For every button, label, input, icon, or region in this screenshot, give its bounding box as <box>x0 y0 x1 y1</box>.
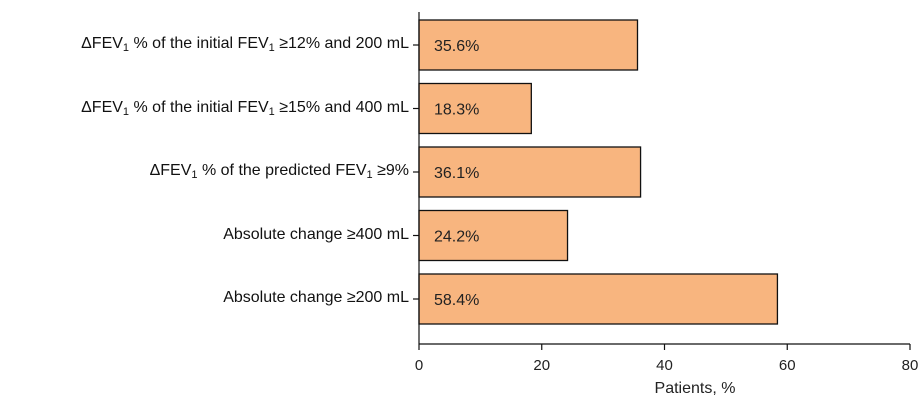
subscript: 1 <box>191 169 198 181</box>
subscript: 1 <box>122 42 130 54</box>
label-text: Absolute change ≥200 mL <box>223 289 409 306</box>
x-tick-label: 60 <box>779 357 796 374</box>
subscript: 1 <box>122 105 130 118</box>
label-text: ΔFEV <box>81 35 123 52</box>
subscript: 1 <box>366 169 373 181</box>
bar <box>418 273 779 325</box>
category-label: ΔFEV1 % of the initial FEV1 ≥12% and 200… <box>81 35 409 54</box>
bar <box>418 209 569 262</box>
label-text: % of the initial FEV <box>129 98 269 116</box>
label-text: ≥12% and 200 mL <box>274 35 409 52</box>
x-tick-label: 40 <box>656 357 673 374</box>
label-text: % of the predicted FEV <box>197 162 367 179</box>
subscript: 1 <box>268 42 275 54</box>
bar-value-label: 58.4% <box>434 292 479 309</box>
category-label: ΔFEV1 % of the initial FEV1 ≥15% and 400… <box>81 98 409 118</box>
category-label: ΔFEV1 % of the predicted FEV1 ≥9% <box>149 162 409 181</box>
x-axis-title: Patients, % <box>655 380 736 397</box>
label-text: % of the initial FEV <box>129 35 269 52</box>
axes-group: 0 20 40 60 80 <box>413 12 918 374</box>
bar <box>418 146 642 198</box>
category-label: Absolute change ≥200 mL <box>223 289 409 307</box>
bar <box>418 82 532 135</box>
x-tick-label: 0 <box>415 357 423 374</box>
x-tick-label: 80 <box>902 357 919 374</box>
label-text: ≥9% <box>372 162 409 179</box>
label-text: ΔFEV <box>81 98 123 116</box>
bar-value-label: 36.1% <box>434 165 479 182</box>
category-label: Absolute change ≥400 mL <box>223 226 409 244</box>
bar-value-label: 18.3% <box>434 102 479 119</box>
bars-group: 35.6% 18.3% 36.1% 24.2% 58.4% <box>418 19 779 325</box>
bar <box>418 19 639 71</box>
label-text: ≥15% and 400 mL <box>274 98 409 116</box>
label-text: Absolute change ≥400 mL <box>223 225 409 243</box>
subscript: 1 <box>268 105 275 118</box>
bar-value-label: 24.2% <box>434 229 479 246</box>
x-tick-label: 20 <box>533 357 550 374</box>
bar-value-label: 35.6% <box>434 38 479 55</box>
label-text: ΔFEV <box>149 162 192 179</box>
